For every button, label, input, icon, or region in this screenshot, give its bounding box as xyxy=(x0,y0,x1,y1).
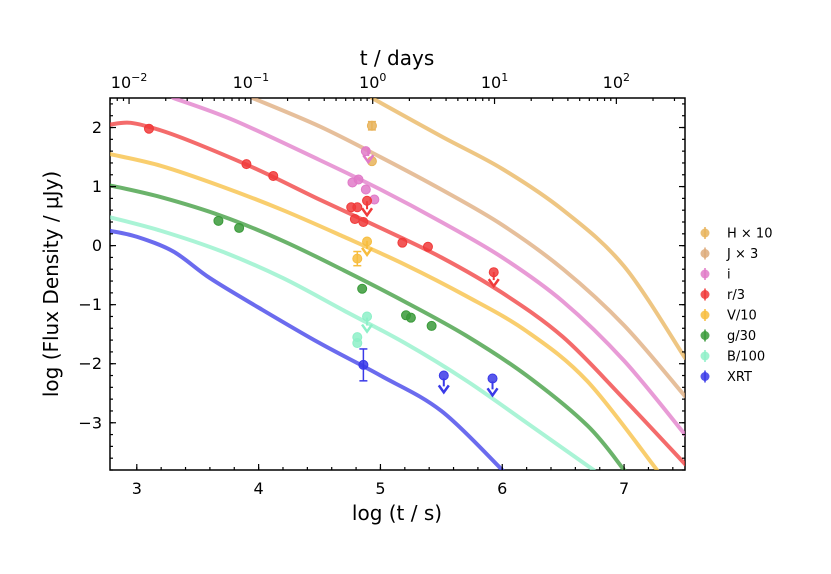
legend-label-2: i xyxy=(727,268,731,283)
legend-label-3: r/3 xyxy=(727,288,745,303)
y-tick-label-0: 2 xyxy=(92,118,102,137)
top-tick-exponent-1: −1 xyxy=(253,71,269,84)
upper-limit-arrow-4-2 xyxy=(361,247,374,257)
top-tick-exponent-2: 0 xyxy=(379,71,386,84)
data-point-7-0 xyxy=(358,359,369,370)
legend-marker-2 xyxy=(700,269,710,279)
model-line-6 xyxy=(110,215,596,470)
data-point-2-1 xyxy=(353,174,364,185)
upper-limit-arrow-3-12 xyxy=(487,278,500,289)
data-point-5-2 xyxy=(357,283,368,294)
top-tick-label-1: 10−1 xyxy=(233,71,270,92)
legend-label-7: XRT xyxy=(727,370,752,385)
data-point-3-0 xyxy=(143,123,154,134)
data-point-5-0 xyxy=(213,215,224,226)
upper-limit-arrow-7-3 xyxy=(437,384,450,395)
model-line-2 xyxy=(171,98,685,437)
y-tick-label-5: −3 xyxy=(78,413,102,432)
x-axis-title-top: t / days xyxy=(360,46,435,70)
y-axis-title: log (Flux Density / μJy) xyxy=(39,171,63,397)
data-point-0-0 xyxy=(366,120,377,131)
x-tick-label-2: 5 xyxy=(375,479,385,498)
legend-label-4: V/10 xyxy=(727,309,757,324)
top-tick-label-3: 101 xyxy=(481,71,508,92)
model-line-5 xyxy=(110,183,627,470)
upper-limit-arrow-6-3 xyxy=(361,323,374,334)
legend-marker-4 xyxy=(700,310,710,320)
x-tick-label-0: 3 xyxy=(132,479,142,498)
legend-marker-3 xyxy=(700,290,710,299)
y-tick-label-4: −2 xyxy=(78,354,102,373)
model-line-4 xyxy=(110,152,659,470)
x-tick-label-3: 6 xyxy=(497,479,507,498)
data-point-2-3 xyxy=(360,184,371,195)
x-axis-title-bottom: log (t / s) xyxy=(352,501,442,525)
data-point-3-6 xyxy=(358,217,369,227)
upper-limit-arrow-3-10 xyxy=(361,207,374,218)
model-line-1 xyxy=(250,98,685,399)
legend-marker-7 xyxy=(700,372,710,381)
data-point-3-8 xyxy=(397,237,408,248)
legend-marker-6 xyxy=(700,351,710,361)
top-tick-label-0: 10−2 xyxy=(111,71,148,92)
data-point-3-9 xyxy=(422,241,433,252)
y-tick-label-3: −1 xyxy=(78,295,102,314)
data-point-5-5 xyxy=(426,320,437,331)
top-tick-label-2: 100 xyxy=(359,71,386,92)
model-line-3 xyxy=(110,120,685,467)
data-point-5-4 xyxy=(405,312,416,323)
legend-label-0: H × 10 xyxy=(727,227,772,242)
plot-frame xyxy=(109,97,686,471)
model-line-0 xyxy=(369,98,685,360)
upper-limit-arrow-2-5 xyxy=(362,154,375,165)
data-point-3-4 xyxy=(352,202,363,213)
legend-label-5: g/30 xyxy=(727,329,756,344)
legend-marker-5 xyxy=(700,331,710,340)
data-point-5-1 xyxy=(234,222,245,233)
legend-label-6: B/100 xyxy=(727,350,765,365)
top-tick-label-4: 102 xyxy=(603,71,630,92)
x-tick-label-1: 4 xyxy=(254,479,264,498)
y-tick-label-1: 1 xyxy=(92,177,102,196)
legend-marker-1 xyxy=(700,249,710,258)
data-point-3-1 xyxy=(241,159,252,170)
upper-limit-arrow-7-4 xyxy=(486,387,499,398)
marks-layer xyxy=(110,98,685,470)
top-tick-exponent-0: −2 xyxy=(131,71,147,84)
data-point-4-0 xyxy=(352,253,363,264)
y-tick-label-2: 0 xyxy=(92,236,102,255)
data-point-3-2 xyxy=(268,170,279,181)
data-point-6-1 xyxy=(352,338,363,349)
x-tick-label-4: 7 xyxy=(619,479,629,498)
legend: H × 10 J × 3 i r/3 V/10 g/30 B/100 XRT xyxy=(700,227,772,385)
legend-label-1: J × 3 xyxy=(726,247,758,262)
model-line-7 xyxy=(110,228,505,470)
top-tick-exponent-3: 1 xyxy=(501,71,508,84)
legend-marker-0 xyxy=(700,228,710,238)
top-tick-exponent-4: 2 xyxy=(623,71,630,84)
data-point-3-5 xyxy=(349,214,360,225)
